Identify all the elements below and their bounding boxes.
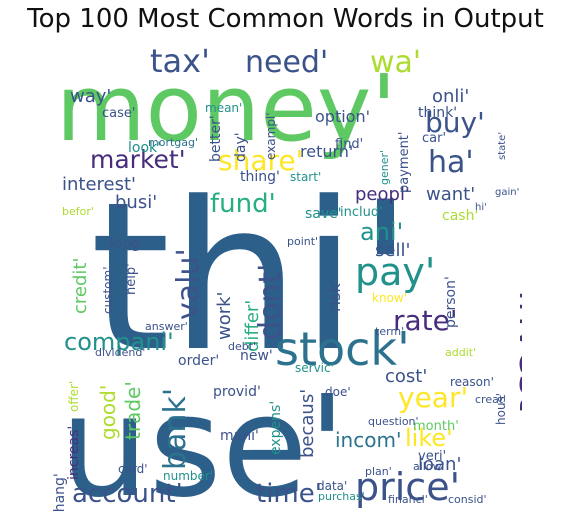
word-thing: thing' — [240, 169, 280, 185]
word-trade: trade' — [121, 381, 145, 440]
word-increas: increas' — [66, 426, 82, 480]
word-help: help' — [124, 263, 139, 295]
word-cloud-canvas: money'thi'use' invest' stock' pay' price' tax… — [50, 40, 522, 512]
word-work: work' — [214, 291, 235, 340]
word-hous: hous' — [494, 393, 508, 425]
word-payment: payment' — [397, 132, 412, 193]
word-fund: fund' — [210, 189, 276, 219]
word-financi: financi' — [388, 493, 428, 506]
word-option: option' — [315, 107, 370, 126]
word-befor: befor' — [62, 205, 94, 218]
word-state: state' — [497, 132, 508, 160]
word-onli: onli' — [432, 86, 469, 107]
word-need: need' — [245, 45, 328, 80]
word-mean: mean' — [205, 101, 242, 115]
word-want: want' — [426, 184, 475, 205]
word-cloud: money' thi' use' invest' stock' pay' price' tax… — [50, 40, 522, 512]
word-cost: cost' — [385, 366, 427, 387]
word-purchas: purchas' — [318, 490, 365, 503]
word-better: better' — [208, 115, 224, 162]
word-doe: doe' — [325, 385, 351, 399]
word-cash: cash' — [442, 208, 478, 224]
word-mani: mani' — [220, 428, 259, 444]
word-term: term' — [375, 325, 404, 338]
word-plan: plan' — [365, 465, 392, 478]
word-answer: answer' — [145, 320, 188, 333]
word-number: number' — [163, 469, 213, 483]
word-point: point' — [287, 235, 318, 248]
word-ha: ha' — [428, 145, 474, 180]
word-offer: offer' — [67, 381, 81, 412]
word-save: save' — [305, 206, 342, 222]
word-becaus: becaus' — [297, 389, 318, 458]
page-title: Top 100 Most Common Words in Output — [0, 4, 571, 34]
word-question: question' — [368, 415, 419, 428]
word-addit: addit' — [445, 346, 476, 359]
word-day: day' — [233, 132, 249, 162]
word-know: know' — [372, 291, 407, 305]
word-order: order' — [178, 353, 219, 369]
word-way: way' — [70, 86, 111, 107]
word-allow: allow' — [413, 460, 445, 473]
word-person: person' — [443, 276, 459, 328]
word-good: good' — [96, 385, 120, 440]
word-sell: sell' — [375, 240, 410, 261]
word-credit: credit' — [70, 258, 91, 314]
word-incom: incom' — [335, 428, 401, 452]
word-find: find' — [335, 137, 363, 152]
word-card: card' — [118, 462, 148, 476]
word-provid: provid' — [213, 384, 261, 400]
word-custom: custom' — [101, 267, 115, 315]
word-valu: valu' — [171, 248, 206, 320]
word-includ: includ' — [340, 205, 383, 220]
word-consid: consid' — [448, 493, 487, 506]
word-car: car' — [422, 131, 446, 146]
word-tax: tax' — [150, 42, 210, 80]
word-gener: gener' — [378, 150, 391, 185]
word-invest: invest' — [510, 290, 522, 422]
word-case: case' — [102, 106, 135, 121]
word-expens: expens' — [268, 401, 284, 455]
word-think: think' — [418, 105, 457, 121]
word-bank: bank' — [158, 388, 193, 470]
word-long: long' — [110, 236, 144, 252]
word-wa: wa' — [370, 45, 421, 80]
word-gain: gain' — [495, 187, 519, 198]
word-account: account' — [72, 479, 183, 509]
word-new: new' — [240, 348, 273, 364]
word-busi: busi' — [115, 192, 157, 213]
word-chang: chang' — [52, 473, 68, 512]
word-exampl: exampl' — [264, 112, 278, 160]
word-risk: risk' — [325, 279, 344, 312]
word-servic: servic' — [295, 361, 334, 375]
word-reason: reason' — [450, 375, 494, 389]
word-start: start' — [290, 170, 321, 184]
word-mortgag: mortgag' — [148, 136, 198, 149]
word-time: time' — [256, 479, 322, 509]
word-month: month' — [413, 419, 459, 434]
word-dividend: dividend' — [95, 346, 145, 359]
word-hi: hi' — [475, 202, 487, 213]
